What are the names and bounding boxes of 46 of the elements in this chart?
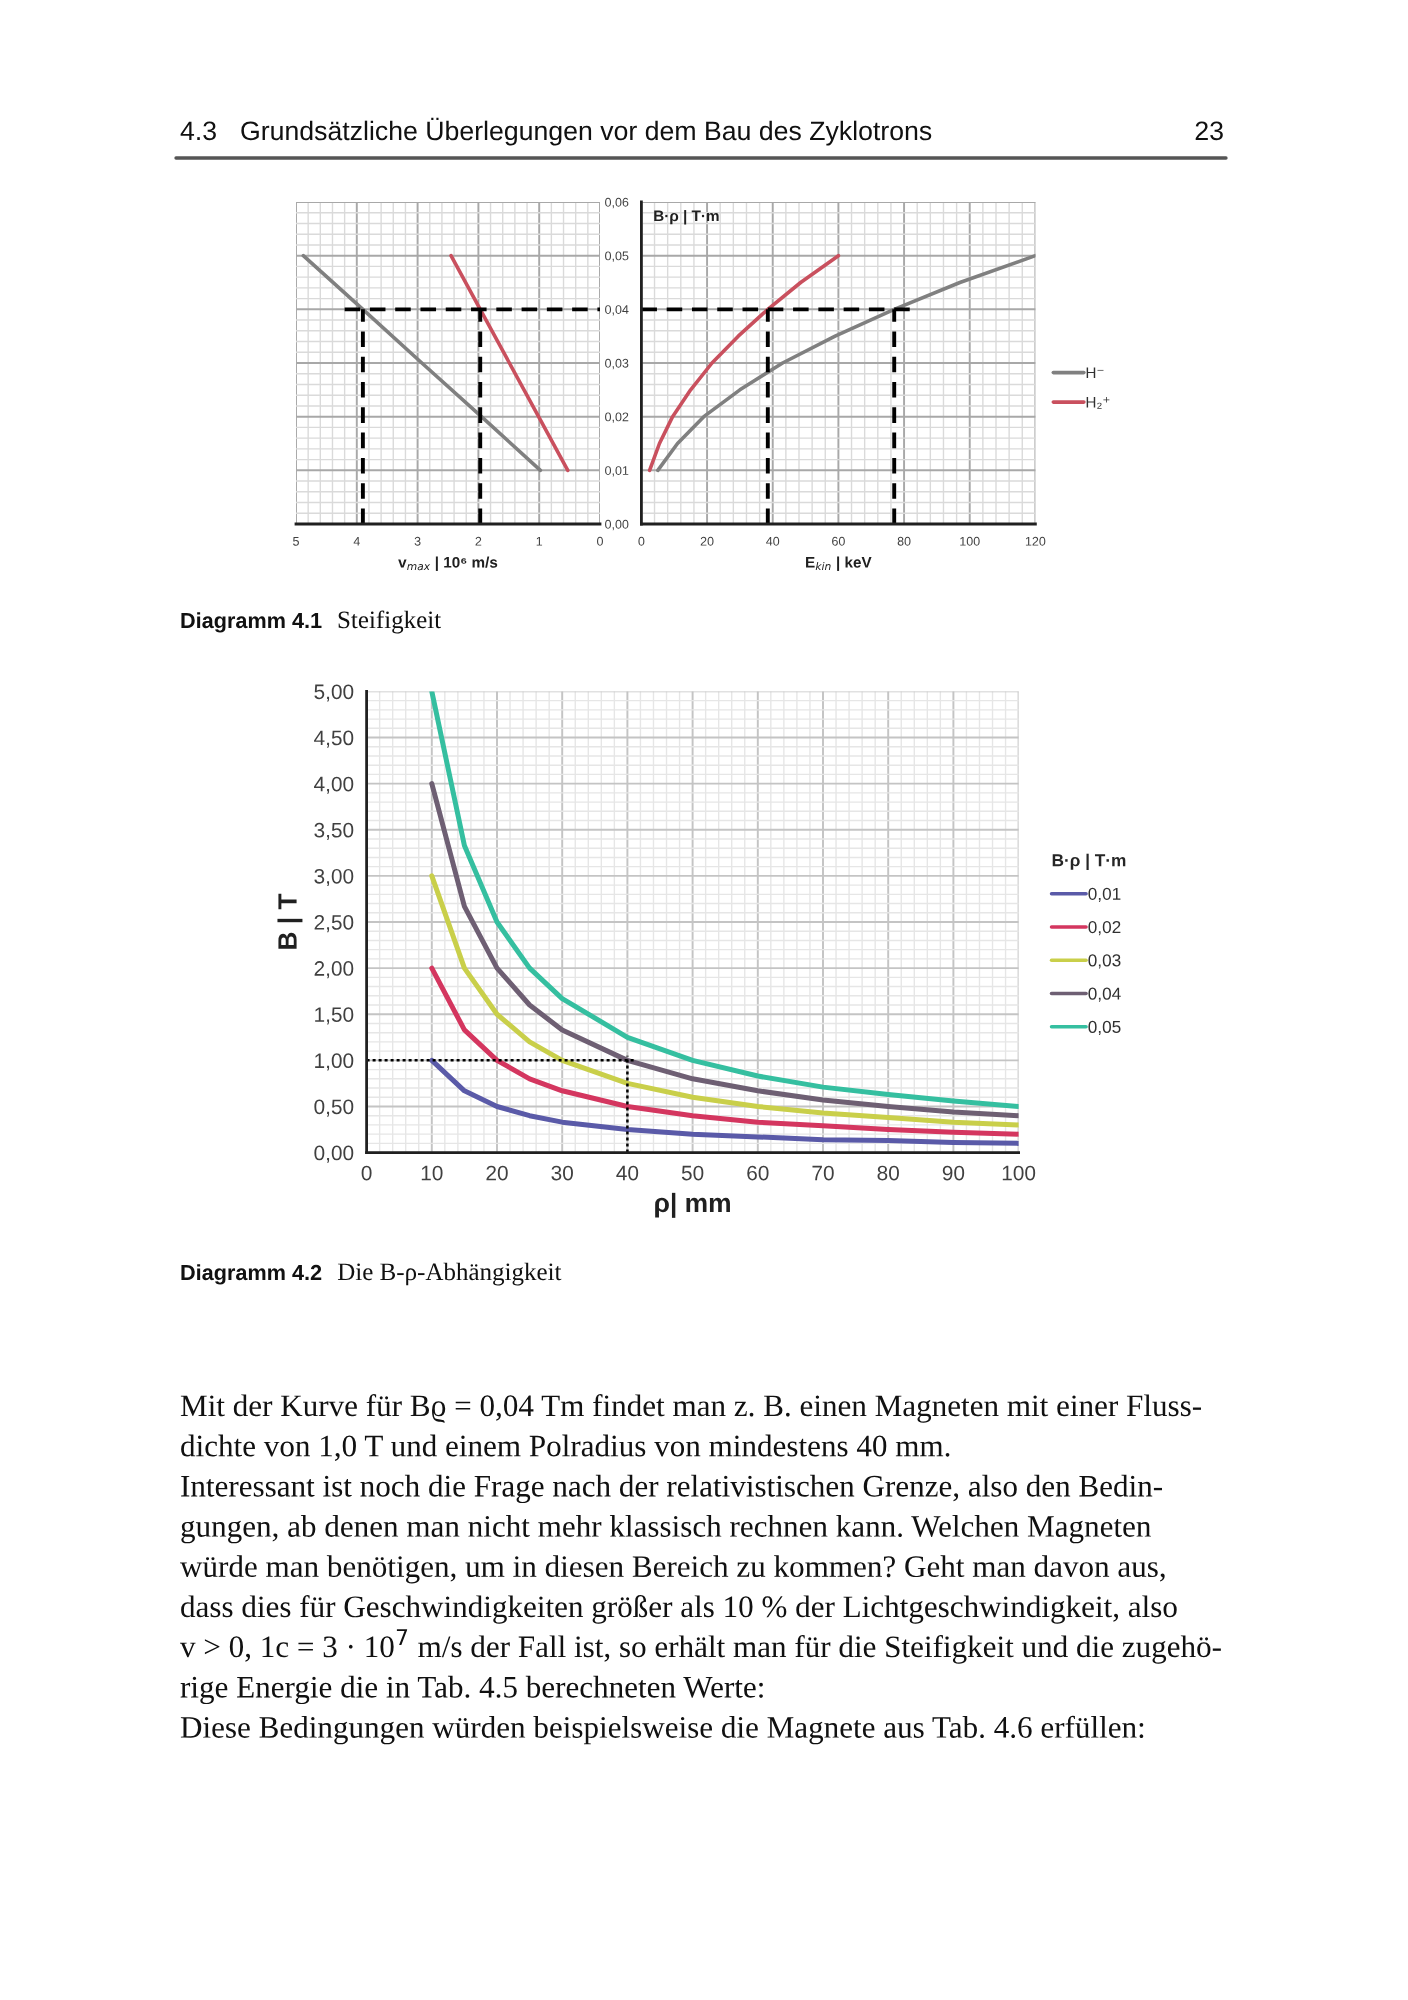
x-tick-label: 40	[616, 1165, 639, 1181]
x-tick-label: 30	[551, 1165, 573, 1181]
text: dichte von 1,0 T und einem Polradius von mindestens 40 mm.	[181, 1434, 950, 1461]
legend-label: 0,02	[1088, 920, 1121, 936]
y-tick-label: 3,50	[314, 822, 354, 840]
text: dass dies für Geschwindigkeiten größer als 10 % der Lichtgeschwindigkeit, also	[181, 1595, 1177, 1624]
x-tick-label: 20	[486, 1165, 508, 1181]
legend-title: B·ρ | T·m	[1052, 853, 1126, 871]
y-tick-label: 0,00	[314, 1145, 354, 1163]
legend-label: 0,01	[1088, 887, 1121, 902]
x-tick-label: 90	[942, 1165, 965, 1181]
text: Diese Bedingungen würden beispielsweise die Magnete aus Tab. 4.6 erfüllen:	[180, 1715, 1144, 1745]
text: Diagramm 4.1	[181, 612, 322, 633]
legend-label: 0,04	[1088, 987, 1121, 1002]
y-axis-title: B | T	[277, 893, 303, 949]
y-tick-label: 4,50	[314, 730, 354, 748]
text: Grundsätzliche Überlegungen vor dem Bau des Zyklotrons	[241, 117, 932, 146]
y-tick-label: 2,50	[314, 915, 354, 933]
text: würde man benötigen, um in diesen Bereich zu kommen? Geht man davon aus,	[180, 1555, 1165, 1584]
x-tick-label: 0	[361, 1165, 372, 1181]
text: rige Energie die in Tab. 4.5 berechneten Werte:	[180, 1675, 763, 1705]
legend-label: 0,03	[1088, 954, 1121, 969]
x-tick-label: 70	[812, 1165, 834, 1181]
text: Mit der Kurve für Bϱ = 0,04 Tm findet man z. B. einen Magneten mit einer Fluss-	[180, 1394, 1201, 1423]
y-tick-label: 1,50	[315, 1007, 354, 1025]
y-tick-label: 2,00	[314, 961, 354, 979]
text: 23	[1195, 121, 1223, 141]
x-axis-title: ρ| mm	[655, 1192, 730, 1218]
legend-label: 0,05	[1088, 1020, 1121, 1036]
text: Interessant ist noch die Frage nach der relativistischen Grenze, also den Bedin-	[181, 1474, 1162, 1504]
y-tick-label: 0,50	[314, 1099, 354, 1117]
y-tick-label: 5,00	[314, 684, 354, 702]
y-tick-label: 4,00	[314, 776, 354, 794]
text: Diagramm 4.2	[181, 1264, 322, 1285]
text: v > 0, 1c = 3 · 10$^{7}$ m/s der Fall ist, so erhält man für die Steifigkeit und die zugehö-	[180, 1629, 1221, 1664]
y-tick-label: 1,00	[315, 1053, 354, 1071]
y-tick-label: 3,00	[314, 868, 354, 887]
x-tick-label: 100	[1002, 1165, 1036, 1181]
text: 4.3	[180, 121, 216, 141]
x-tick-label: 60	[747, 1165, 769, 1181]
text: Steifigkeit	[338, 610, 442, 634]
x-tick-label: 50	[681, 1165, 704, 1181]
text: Die B-ρ-Abhängigkeit	[337, 1262, 562, 1286]
text: gungen, ab denen man nicht mehr klassisch rechnen kann. Welchen Magneten	[181, 1515, 1151, 1544]
x-tick-label: 80	[877, 1165, 899, 1181]
x-tick-label: 10	[421, 1165, 443, 1181]
